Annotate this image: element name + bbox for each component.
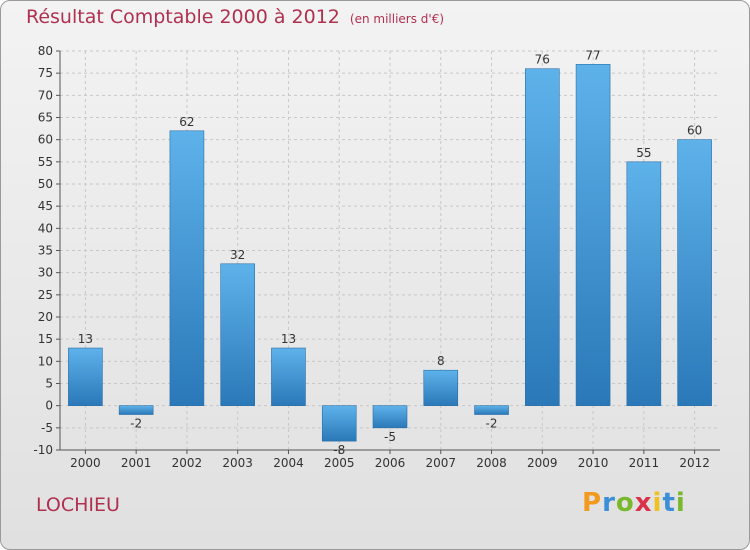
x-tick-label: 2000 <box>70 456 101 470</box>
y-tick-label: 40 <box>38 221 53 235</box>
y-tick-label: 20 <box>38 310 53 324</box>
data-label: 32 <box>230 248 245 262</box>
y-tick-label: 5 <box>45 377 53 391</box>
commune-name: LOCHIEU <box>36 494 120 516</box>
bar <box>220 263 255 406</box>
bar <box>321 405 357 442</box>
data-label: -2 <box>486 417 498 431</box>
data-label: 55 <box>636 146 651 160</box>
x-tick-label: 2002 <box>172 456 203 470</box>
bar <box>169 130 205 406</box>
bar <box>575 64 611 406</box>
y-tick-label: 50 <box>38 177 53 191</box>
bar <box>525 68 560 406</box>
x-tick-label: 2003 <box>222 456 253 470</box>
chart-unit: (en milliers d'€) <box>349 12 445 26</box>
data-label: 60 <box>687 124 702 138</box>
y-tick-label: -10 <box>33 443 53 457</box>
data-label: 8 <box>437 354 445 368</box>
logo-letter: r <box>602 488 616 518</box>
y-tick-label: 55 <box>38 155 53 169</box>
y-tick-label: 45 <box>38 199 53 213</box>
y-tick-label: 80 <box>38 44 53 58</box>
bar <box>372 405 408 429</box>
x-tick-label: 2004 <box>273 456 304 470</box>
bar <box>118 405 154 415</box>
x-tick-label: 2012 <box>679 456 710 470</box>
data-label: 76 <box>535 53 550 67</box>
y-tick-label: 65 <box>38 111 53 125</box>
y-tick-label: 25 <box>38 288 53 302</box>
bar <box>271 347 306 406</box>
chart-title: Résultat Comptable 2000 à 2012 (en millie… <box>26 6 444 28</box>
y-tick-label: 30 <box>38 266 53 280</box>
y-tick-label: 15 <box>38 332 53 346</box>
logo-letter: i <box>652 488 663 518</box>
bar <box>68 347 103 406</box>
bar <box>677 139 712 406</box>
x-tick-label: 2006 <box>375 456 406 470</box>
data-label: 13 <box>281 332 296 346</box>
grid-lines <box>60 50 720 451</box>
y-tick-label: 10 <box>38 354 53 368</box>
logo-letter: P <box>582 488 603 518</box>
bar <box>423 369 459 406</box>
data-label: -2 <box>130 417 142 431</box>
data-label: 13 <box>78 332 93 346</box>
bar <box>626 161 662 406</box>
x-tick-label: 2010 <box>578 456 609 470</box>
bars <box>68 64 712 442</box>
data-label: 77 <box>585 48 600 62</box>
logo-letter: o <box>615 488 635 518</box>
x-tick-label: 2009 <box>527 456 558 470</box>
axes: -10 -5 0 5 10 15 20 25 30 35 40 45 50 55 60 65 70 75 80 200… <box>33 44 720 470</box>
y-tick-label: 35 <box>38 244 53 258</box>
x-tick-label: 2005 <box>324 456 355 470</box>
y-tick-label: 0 <box>45 399 53 413</box>
y-tick-label: 70 <box>38 88 53 102</box>
x-tick-label: 2001 <box>121 456 152 470</box>
y-tick-label: -5 <box>41 421 53 435</box>
bar <box>474 405 509 415</box>
x-tick-label: 2007 <box>425 456 456 470</box>
data-label: -8 <box>333 443 345 457</box>
data-labels: 13 -2 62 32 13 -8 -5 8 -2 76 77 55 60 <box>78 48 703 457</box>
y-tick-label: 60 <box>38 133 53 147</box>
data-label: -5 <box>384 430 396 444</box>
y-tick-label: 75 <box>38 66 53 80</box>
logo-letter: x <box>634 488 653 518</box>
proxiti-logo: Proxiti <box>582 488 686 518</box>
logo-letter: i <box>675 488 686 518</box>
x-tick-label: 2008 <box>476 456 507 470</box>
x-tick-label: 2011 <box>629 456 660 470</box>
chart-title-text: Résultat Comptable 2000 à 2012 <box>26 6 340 28</box>
logo-letter: t <box>662 488 676 518</box>
data-label: 62 <box>179 115 194 129</box>
